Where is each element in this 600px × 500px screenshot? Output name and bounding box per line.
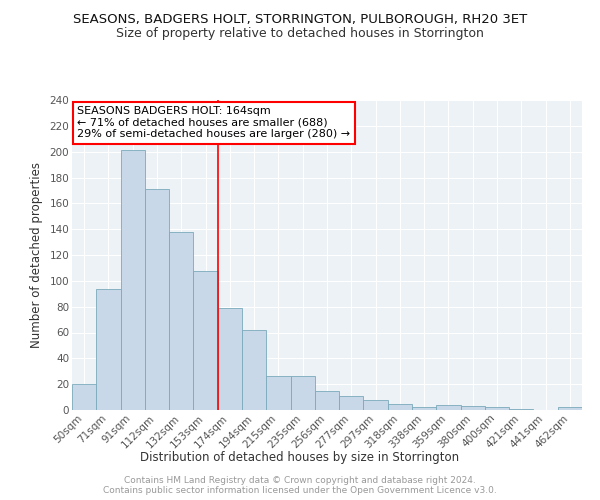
Bar [315, 390, 339, 410]
Bar [121, 150, 145, 410]
Bar [339, 396, 364, 410]
Y-axis label: Number of detached properties: Number of detached properties [29, 162, 43, 348]
Bar [218, 308, 242, 410]
Bar [485, 408, 509, 410]
Text: Contains HM Land Registry data © Crown copyright and database right 2024.
Contai: Contains HM Land Registry data © Crown c… [103, 476, 497, 495]
Bar [169, 232, 193, 410]
Bar [145, 189, 169, 410]
Bar [509, 408, 533, 410]
Bar [412, 408, 436, 410]
Bar [461, 406, 485, 410]
Bar [290, 376, 315, 410]
Bar [388, 404, 412, 410]
Bar [436, 405, 461, 410]
Bar [96, 288, 121, 410]
Text: SEASONS, BADGERS HOLT, STORRINGTON, PULBOROUGH, RH20 3ET: SEASONS, BADGERS HOLT, STORRINGTON, PULB… [73, 12, 527, 26]
Bar [193, 270, 218, 410]
Bar [558, 408, 582, 410]
Bar [266, 376, 290, 410]
Bar [364, 400, 388, 410]
Bar [242, 330, 266, 410]
Bar [72, 384, 96, 410]
Text: Distribution of detached houses by size in Storrington: Distribution of detached houses by size … [140, 451, 460, 464]
Text: Size of property relative to detached houses in Storrington: Size of property relative to detached ho… [116, 28, 484, 40]
Text: SEASONS BADGERS HOLT: 164sqm
← 71% of detached houses are smaller (688)
29% of s: SEASONS BADGERS HOLT: 164sqm ← 71% of de… [77, 106, 350, 140]
